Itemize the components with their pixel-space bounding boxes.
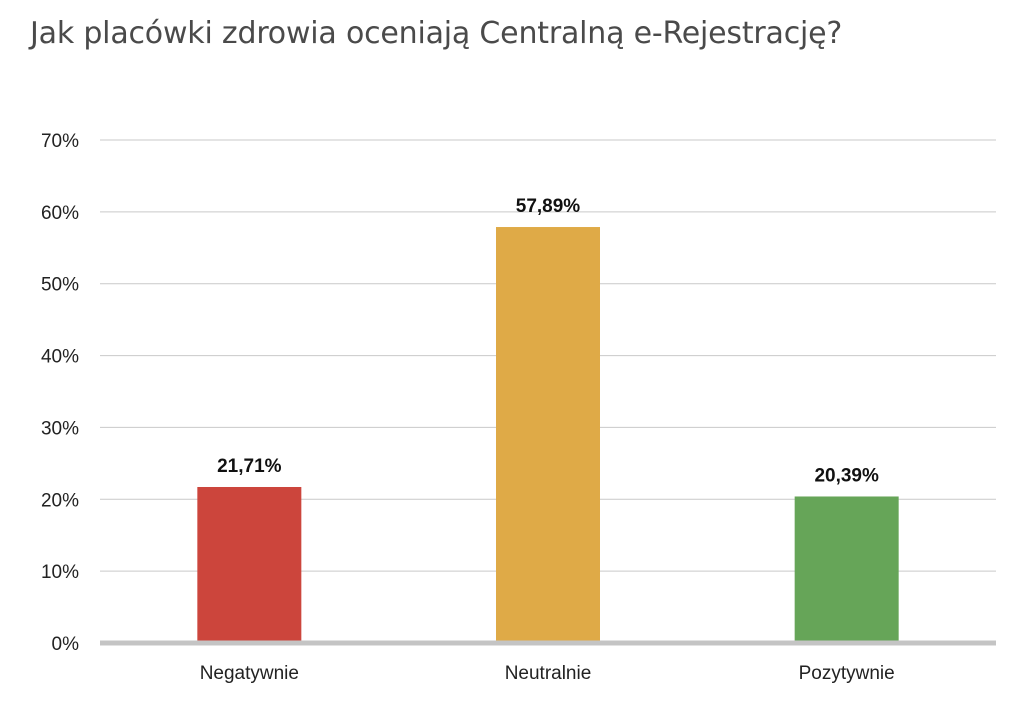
chart-title: Jak placówki zdrowia oceniają Centralną … <box>30 16 843 51</box>
y-tick-label: 0% <box>52 634 80 655</box>
bars <box>197 227 899 644</box>
y-tick-label: 60% <box>41 203 79 224</box>
bar-pozytywnie <box>794 496 899 643</box>
y-axis-ticks: 0% 10% 20% 30% 40% 50% 60% 70% <box>41 131 79 655</box>
data-label: 20,39% <box>814 465 879 486</box>
y-tick-label: 70% <box>41 131 79 152</box>
data-label: 57,89% <box>516 196 581 217</box>
bar-neutralnie <box>496 227 600 644</box>
x-category-label: Pozytywnie <box>799 663 895 684</box>
data-labels: 21,71% 57,89% 20,39% <box>217 196 879 486</box>
y-tick-label: 50% <box>41 275 79 296</box>
y-tick-label: 30% <box>41 418 79 439</box>
x-axis-categories: Negatywnie Neutralnie Pozytywnie <box>200 663 895 684</box>
bar-negatywnie <box>197 486 302 643</box>
y-tick-label: 10% <box>41 562 79 583</box>
y-tick-label: 20% <box>41 490 79 511</box>
x-category-label: Negatywnie <box>200 663 299 684</box>
y-tick-label: 40% <box>41 347 79 368</box>
x-category-label: Neutralnie <box>505 663 592 684</box>
data-label: 21,71% <box>217 456 282 477</box>
